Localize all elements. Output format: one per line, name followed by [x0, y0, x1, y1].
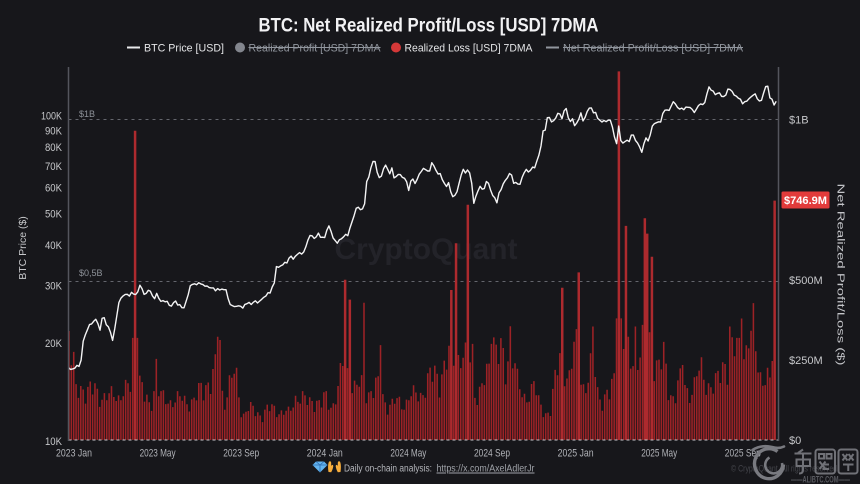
svg-text:2024 Sep: 2024 Sep: [474, 448, 510, 460]
svg-text:BTC: Net Realized Profit/Loss: BTC: Net Realized Profit/Loss [USD] 7DMA: [259, 16, 599, 37]
svg-text:20K: 20K: [45, 338, 63, 350]
svg-text:2023 May: 2023 May: [140, 448, 176, 460]
svg-text:2025 May: 2025 May: [641, 448, 677, 460]
svg-text:2023 Jan: 2023 Jan: [56, 448, 92, 460]
svg-text:10K: 10K: [45, 436, 63, 448]
svg-text:Net Realized Profit/Loss ($): Net Realized Profit/Loss ($): [835, 184, 846, 366]
svg-text:90K: 90K: [45, 125, 63, 137]
svg-text:2023 Sep: 2023 Sep: [223, 448, 259, 460]
svg-text:60K: 60K: [45, 183, 63, 195]
svg-text:Net Realized Profit/Loss [USD]: Net Realized Profit/Loss [USD] 7DMA: [563, 43, 744, 55]
svg-text:$250M: $250M: [789, 355, 823, 367]
svg-text:Realized Loss [USD] 7DMA: Realized Loss [USD] 7DMA: [405, 43, 534, 55]
svg-text:BTC Price [USD]: BTC Price [USD]: [144, 43, 224, 55]
svg-text:$0,5B: $0,5B: [79, 268, 103, 278]
svg-text:$1B: $1B: [789, 115, 809, 127]
svg-text:BTC Price ($): BTC Price ($): [17, 216, 29, 280]
svg-text:$0: $0: [789, 435, 801, 447]
svg-text:2024 May: 2024 May: [390, 448, 426, 460]
svg-text:2024 Jan: 2024 Jan: [307, 448, 343, 460]
svg-text:100K: 100K: [41, 111, 63, 123]
svg-text:2025 Jan: 2025 Jan: [558, 448, 594, 460]
svg-text:https://x.com/AxelAdlerJr: https://x.com/AxelAdlerJr: [437, 464, 536, 475]
svg-text:50K: 50K: [45, 209, 63, 221]
svg-text:$746.9M: $746.9M: [784, 195, 827, 207]
svg-text:70K: 70K: [45, 161, 63, 173]
svg-text:$500M: $500M: [789, 275, 823, 287]
svg-text:Daily on-chain analysis:: Daily on-chain analysis:: [344, 464, 432, 475]
svg-text:——ALIBTC.COM——: ——ALIBTC.COM——: [791, 475, 850, 484]
svg-text:40K: 40K: [45, 240, 63, 252]
svg-text:Realized Profit [USD] 7DMA: Realized Profit [USD] 7DMA: [249, 43, 382, 55]
svg-text:CryptoQuant: CryptoQuant: [335, 233, 518, 266]
svg-text:80K: 80K: [45, 142, 63, 154]
svg-text:$1B: $1B: [79, 109, 95, 119]
svg-text:30K: 30K: [45, 281, 63, 293]
